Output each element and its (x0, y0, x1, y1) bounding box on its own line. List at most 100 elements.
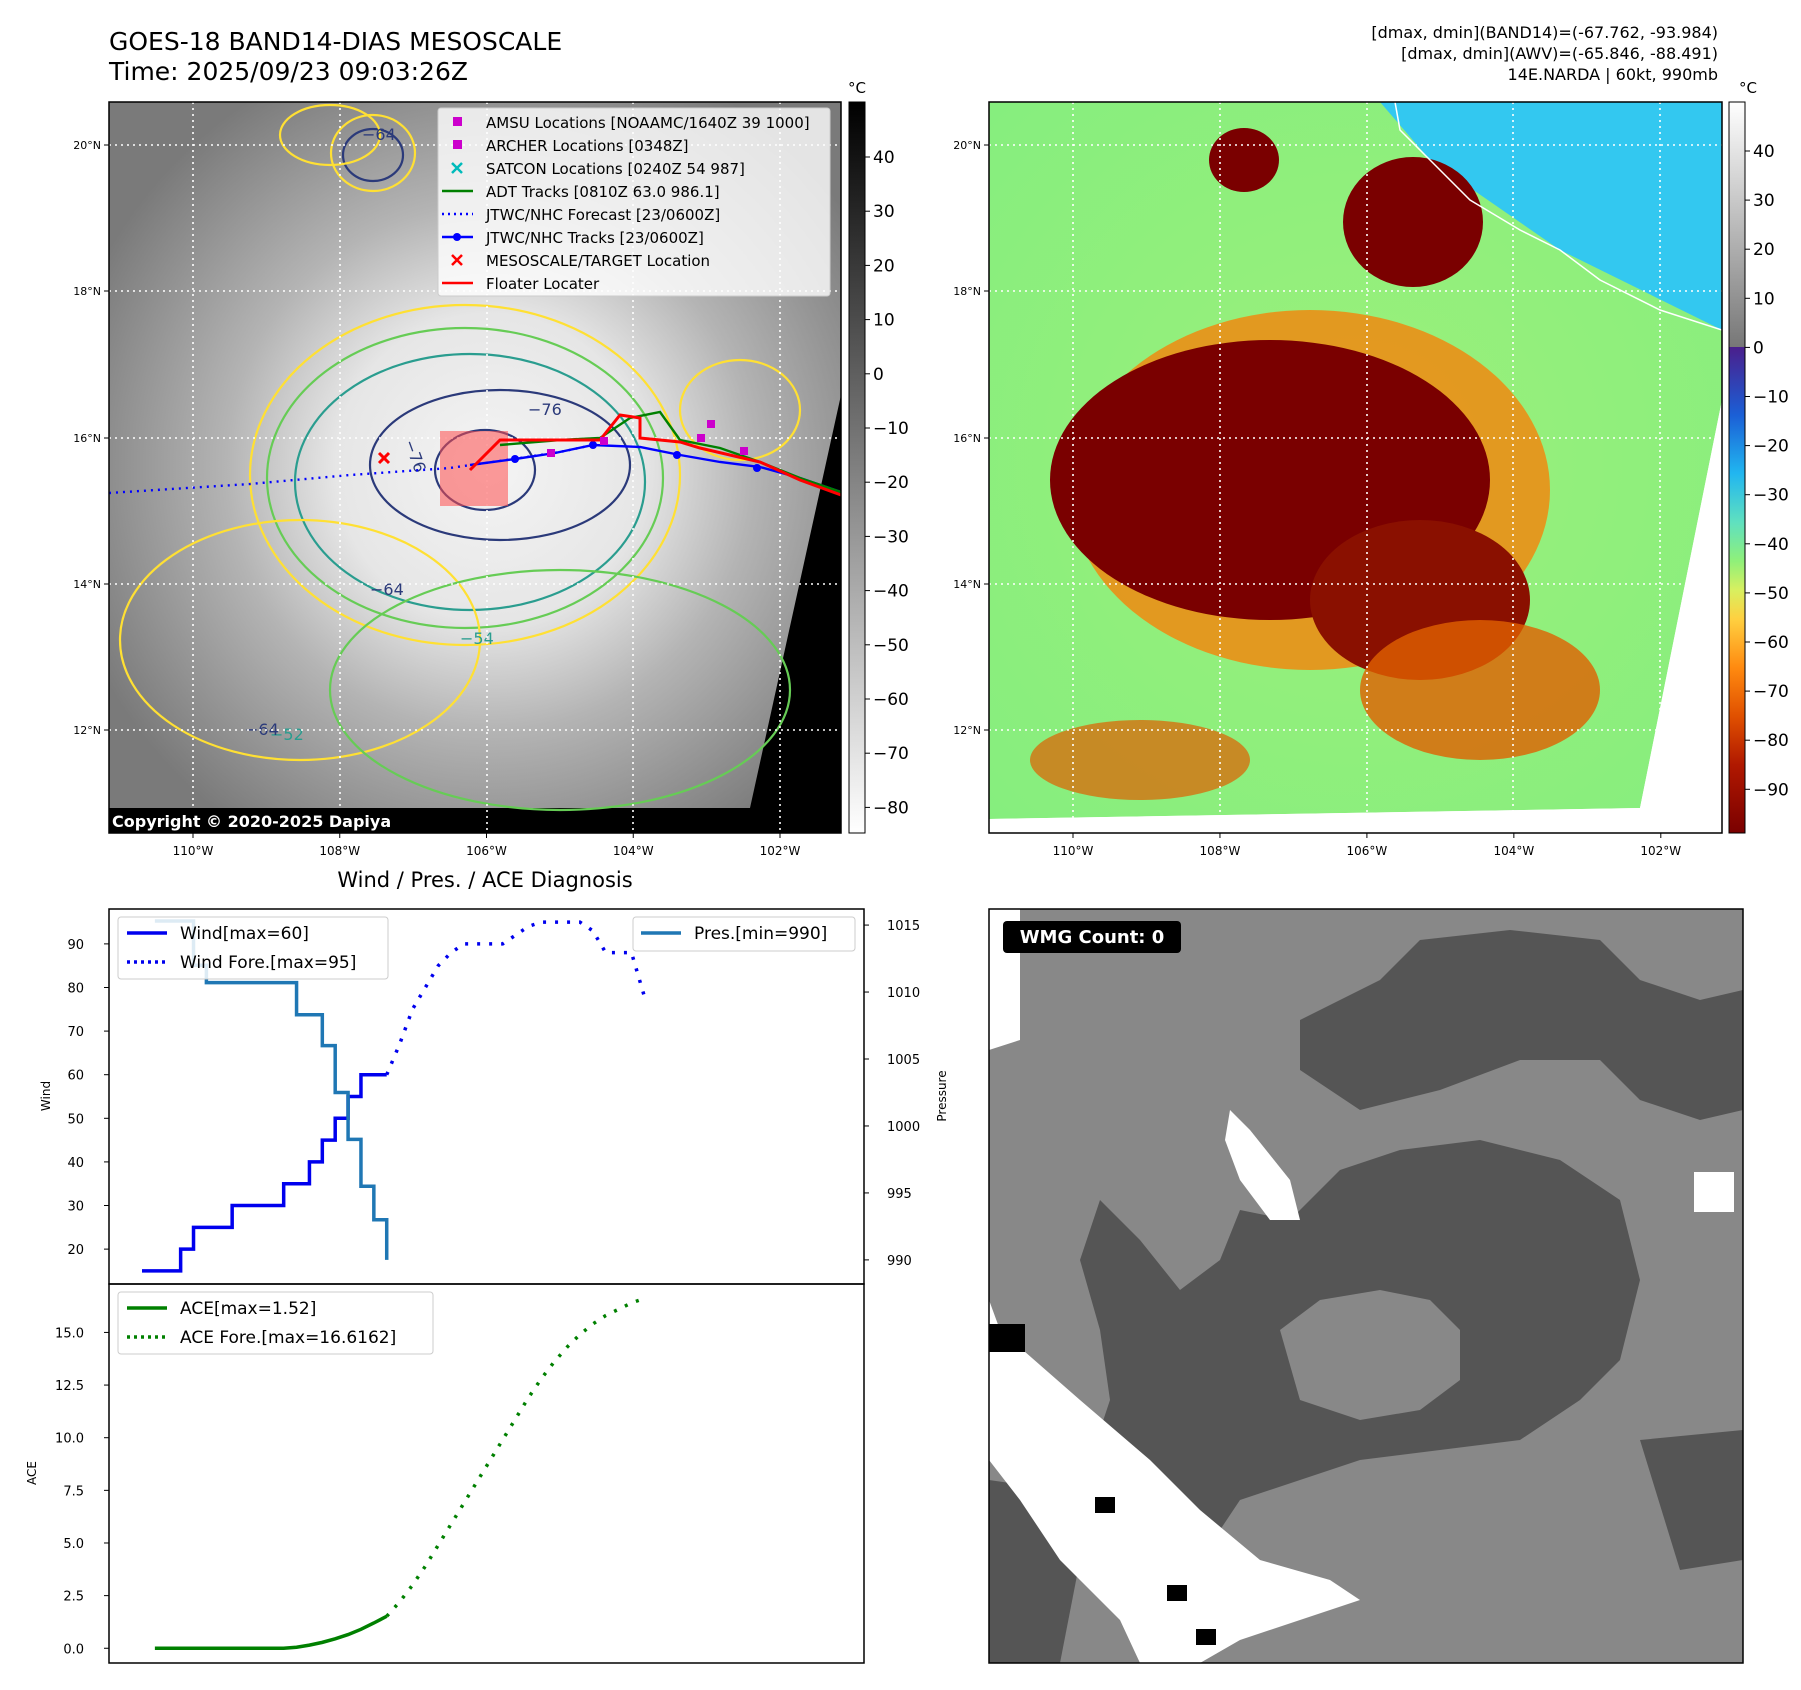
wind-forecast-series-line (385, 920, 646, 1076)
legend-entry-label: SATCON Locations [0240Z 54 987] (486, 160, 745, 178)
awv-colorbar-label: −40 (1753, 535, 1789, 555)
ir-colorbar-label: 0 (873, 365, 884, 385)
pressure-y-tick-label: 1010 (887, 986, 920, 1001)
ace-series-line (154, 1614, 388, 1651)
ir-colorbar-label: −30 (873, 527, 909, 547)
awv-colorbar-unit: °C (1739, 79, 1757, 97)
awv-nw-cell (1209, 128, 1279, 192)
awv-colorbar-label: 0 (1753, 338, 1764, 358)
ir-lon-label: 110°W (173, 844, 214, 858)
contour-north-cell-navy (341, 127, 405, 183)
awv-no-data-region (989, 400, 1722, 833)
ir-map-panel: −76 −76 −64 −64 −52 −54 −64 (73, 79, 909, 858)
ir-lon-label: 104°W (613, 844, 654, 858)
contour-yellow-outer (248, 303, 682, 647)
pressure-y-tick-label: 995 (887, 1187, 912, 1202)
awv-lat-label: 18°N (953, 285, 981, 298)
wind-y-tick-label: 80 (67, 981, 84, 996)
awv-lat-label: 20°N (953, 139, 981, 152)
awv-map-frame (988, 101, 1723, 834)
awv-colorbar-label: 30 (1753, 191, 1775, 211)
legend-entry-label: JTWC/NHC Tracks [23/0600Z] (485, 229, 704, 247)
ace-y-tick-label: 0.0 (63, 1642, 84, 1657)
wmg-panel: WMG Count: 0 (988, 908, 1744, 1664)
awv-colorbar-lower (1729, 347, 1745, 833)
ir-lat-label: 20°N (73, 139, 101, 152)
legend-entry-label: ADT Tracks [0810Z 63.0 986.1] (486, 183, 720, 201)
wmg-black-cell (989, 1324, 1025, 1352)
info-band14: [dmax, dmin](BAND14)=(-67.762, -93.984) (1371, 23, 1718, 42)
ace-legend-label: ACE[max=1.52] (180, 1299, 316, 1319)
contour-north-cell-yellow (329, 113, 417, 193)
contour-east-yellow (678, 358, 802, 462)
awv-colorbar-label: 20 (1753, 240, 1775, 260)
ir-colorbar-label: −20 (873, 473, 909, 493)
ir-colorbar-label: 10 (873, 311, 895, 331)
wmg-white-band (989, 1300, 1360, 1663)
amsu-legend-icon (453, 117, 462, 126)
contour-south-green (328, 568, 792, 812)
awv-colorbar-frame (1728, 101, 1746, 834)
wind-y-tick-label: 90 (67, 938, 84, 953)
amsu-markers (547, 420, 748, 457)
contour-teal (293, 352, 647, 612)
legend-box (437, 107, 831, 297)
contour-navy-core (433, 428, 537, 512)
awv-lon-label: 102°W (1640, 844, 1681, 858)
wmg-count-badge: WMG Count: 0 (1020, 927, 1165, 948)
ir-colorbar-label: −70 (873, 744, 909, 764)
ace-legend: ACE[max=1.52] ACE Fore.[max=16.6162] (117, 1291, 434, 1355)
wind-y-tick-label: 40 (67, 1156, 84, 1171)
ir-colorbar-label: 40 (873, 148, 895, 168)
jtwc-forecast-track (109, 443, 594, 495)
legend-entry-label: Floater Locater (486, 275, 600, 293)
ir-lat-label: 14°N (73, 578, 101, 591)
ace-y-tick-label: 2.5 (63, 1590, 84, 1605)
contour-label: −64 (370, 580, 404, 599)
ir-lat-label: 18°N (73, 285, 101, 298)
ir-colorbar-unit: °C (848, 79, 866, 97)
ir-colorbar-label: −40 (873, 582, 909, 602)
pressure-y-tick-label: 1000 (887, 1120, 920, 1135)
ir-colorbar-label: −60 (873, 690, 909, 710)
awv-colorbar-label: −70 (1753, 682, 1789, 702)
satcon-legend-icon (451, 162, 463, 174)
copyright-bg (109, 808, 420, 833)
diagnosis-panel: Wind / Pres. / ACE Diagnosis Wind Pressu… (25, 868, 949, 1664)
awv-lat-label: 16°N (953, 432, 981, 445)
legend-entry-label: JTWC/NHC Forecast [23/0600Z] (485, 206, 720, 224)
awv-colorbar-label: −80 (1753, 731, 1789, 751)
info-awv: [dmax, dmin](AWV)=(-65.846, -88.491) (1401, 44, 1718, 63)
wmg-eye-region (1280, 1290, 1460, 1420)
ace-y-tick-label: 12.5 (55, 1379, 84, 1394)
awv-colorbar-label: 40 (1753, 142, 1775, 162)
wmg-white-streak (1225, 1110, 1300, 1220)
pressure-y-tick-label: 1015 (887, 919, 920, 934)
ace-axes-frame (108, 1283, 865, 1664)
ir-no-data-region (109, 395, 841, 833)
awv-lon-label: 106°W (1347, 844, 1388, 858)
wind-legend-box (117, 916, 389, 980)
ace-y-tick-label: 10.0 (55, 1432, 84, 1447)
awv-lon-label: 110°W (1053, 844, 1094, 858)
wind-legend: Wind[max=60] Wind Fore.[max=95] (117, 916, 389, 980)
contour-nw-yellow (278, 103, 382, 167)
contour-navy-76 (368, 388, 632, 542)
pressure-y-tick-label: 1005 (887, 1053, 920, 1068)
ir-lat-label: 16°N (73, 432, 101, 445)
ir-legend: AMSU Locations [NOAAMC/1640Z 39 1000] ARC… (437, 107, 831, 297)
ace-legend-box (117, 1291, 434, 1355)
ir-lon-label: 102°W (760, 844, 801, 858)
ir-contours (118, 103, 802, 812)
figure-time: Time: 2025/09/23 09:03:26Z (108, 57, 468, 86)
awv-lat-label: 14°N (953, 578, 981, 591)
legend-entry-label: AMSU Locations [NOAAMC/1640Z 39 1000] (486, 114, 810, 132)
info-storm: 14E.NARDA | 60kt, 990mb (1508, 65, 1718, 84)
ir-colorbar-label: −10 (873, 419, 909, 439)
ace-y-tick-label: 5.0 (63, 1537, 84, 1552)
awv-colorbar-label: −50 (1753, 584, 1789, 604)
legend-entry-label: MESOSCALE/TARGET Location (486, 252, 710, 270)
awv-lon-label: 104°W (1493, 844, 1534, 858)
wmg-dark-band-north (1300, 930, 1743, 1120)
